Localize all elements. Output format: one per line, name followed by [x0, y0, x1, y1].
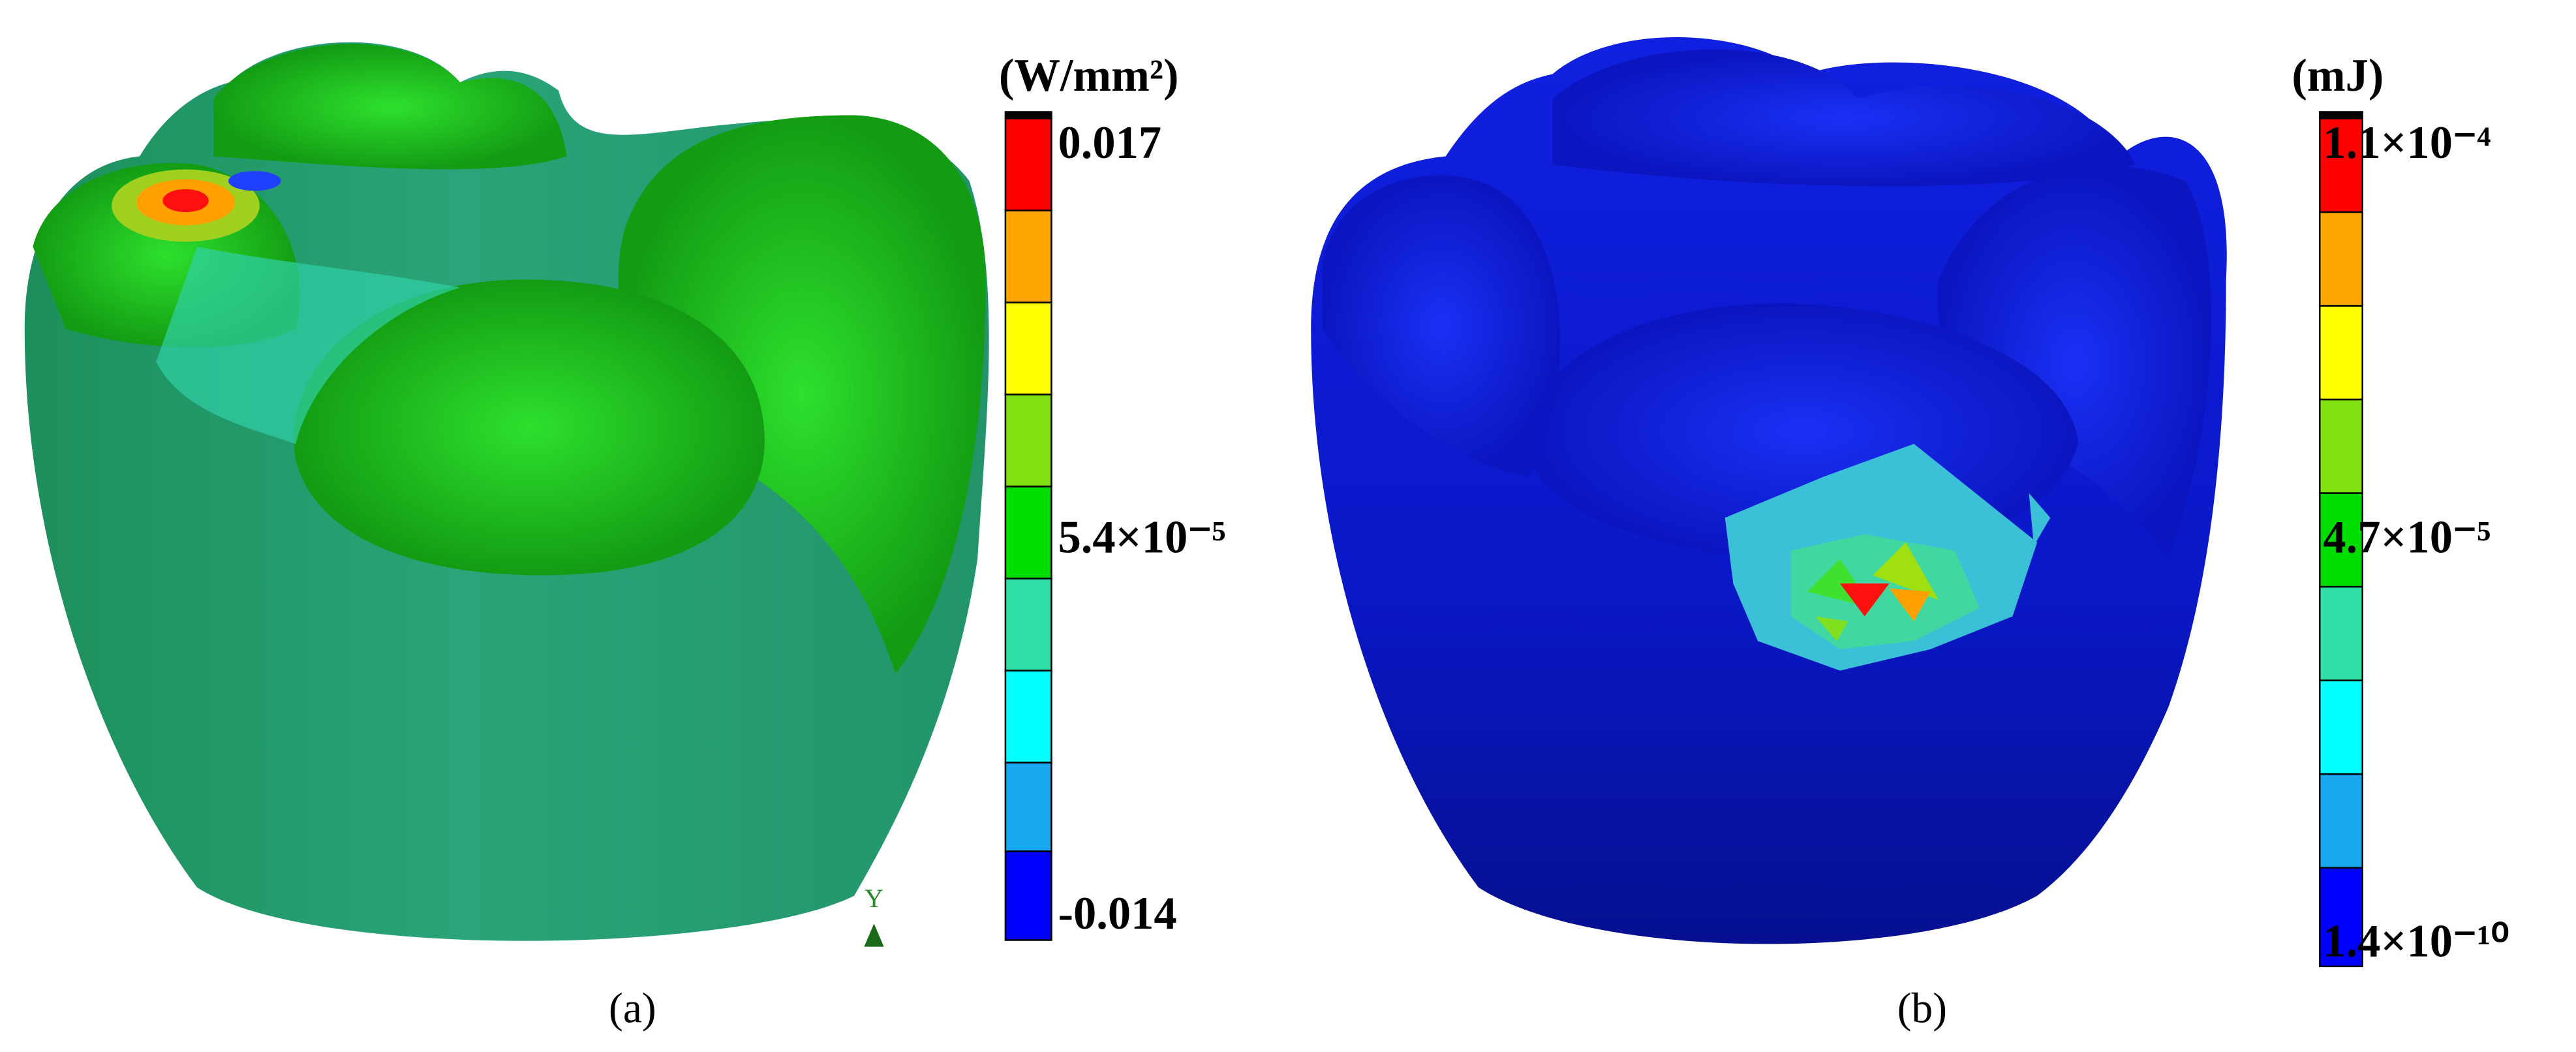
- panel-caption: (a): [609, 985, 656, 1032]
- unit-label: (mJ): [2292, 50, 2384, 101]
- colorbar-a: [1004, 111, 1052, 941]
- axis-triad: Y: [864, 884, 884, 947]
- triad-label: Y: [865, 884, 883, 913]
- unit-label: (W/mm²): [999, 50, 1179, 101]
- scale-label: 5.4×10⁻⁵: [1058, 512, 1226, 563]
- scale-label: 4.7×10⁻⁵: [2323, 512, 2491, 563]
- scale-label: 0.017: [1058, 117, 1162, 168]
- scale-label: -0.014: [1058, 888, 1177, 939]
- tooth-render-b: [1311, 37, 2227, 944]
- scale-label: 1.1×10⁻⁴: [2323, 117, 2491, 168]
- hotspot-b: [1725, 444, 2051, 671]
- tooth-render-a: [24, 42, 989, 941]
- colorbar-b: [2318, 111, 2363, 968]
- panel-caption: (b): [1897, 985, 1947, 1032]
- scale-label: 1.4×10⁻¹⁰: [2323, 916, 2509, 967]
